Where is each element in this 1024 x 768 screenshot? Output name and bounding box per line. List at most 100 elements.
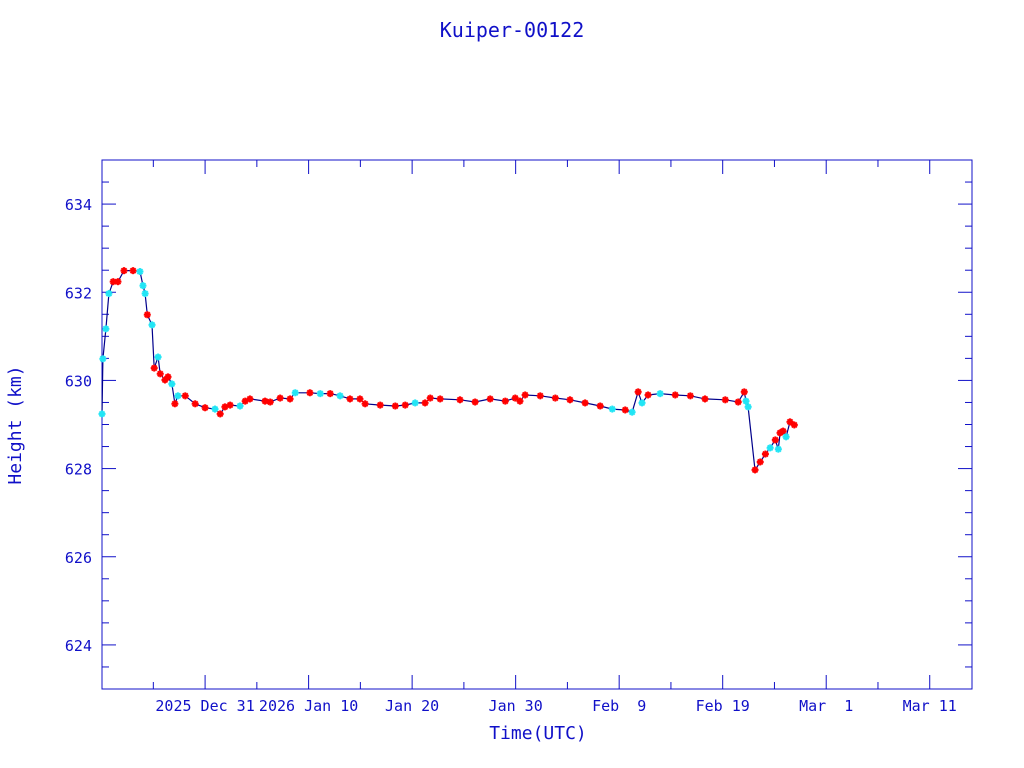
data-point <box>701 395 709 403</box>
data-point <box>141 290 149 298</box>
data-point <box>356 395 364 403</box>
data-point <box>628 408 636 416</box>
data-point <box>471 398 479 406</box>
data-point <box>143 311 151 319</box>
data-point <box>114 278 122 286</box>
data-point <box>456 396 464 404</box>
x-tick-label: 2026 Jan 10 <box>259 697 358 715</box>
data-point <box>221 403 229 411</box>
data-point <box>771 436 779 444</box>
data-point <box>782 433 790 441</box>
data-point <box>136 268 144 276</box>
x-tick-label: Feb 9 <box>592 697 646 715</box>
data-point <box>99 355 107 363</box>
data-point <box>790 421 798 429</box>
series <box>98 267 798 474</box>
x-tick-label: Feb 19 <box>696 697 750 715</box>
data-point <box>164 373 172 381</box>
data-point <box>501 397 509 405</box>
data-point <box>246 395 254 403</box>
data-point <box>181 392 189 400</box>
data-point <box>421 399 429 407</box>
data-point <box>756 458 764 466</box>
y-tick-label: 630 <box>65 372 92 390</box>
data-point <box>286 395 294 403</box>
data-point <box>566 396 574 404</box>
data-point <box>686 392 694 400</box>
data-point <box>761 450 769 458</box>
data-point <box>102 325 110 333</box>
data-point <box>346 395 354 403</box>
data-point <box>426 394 434 402</box>
data-point <box>671 391 679 399</box>
data-point <box>536 392 544 400</box>
data-point <box>516 397 524 405</box>
data-point <box>621 406 629 414</box>
data-point <box>306 389 314 397</box>
data-point <box>171 400 179 408</box>
data-point <box>326 390 334 398</box>
data-point <box>174 392 182 400</box>
data-point <box>644 391 652 399</box>
data-point <box>766 444 774 452</box>
x-tick-label: 2025 Dec 31 <box>155 697 254 715</box>
data-point <box>201 404 209 412</box>
data-point <box>581 399 589 407</box>
data-point <box>779 427 787 435</box>
data-point <box>634 388 642 396</box>
data-point <box>361 400 369 408</box>
data-point <box>276 394 284 402</box>
data-point <box>154 353 162 361</box>
data-point <box>139 282 147 290</box>
data-point <box>266 398 274 406</box>
data-point <box>150 364 158 372</box>
data-point <box>401 401 409 409</box>
data-point <box>168 380 176 388</box>
data-point <box>129 267 137 275</box>
data-point <box>336 392 344 400</box>
data-point <box>391 402 399 410</box>
data-point <box>751 466 759 474</box>
y-axis-label: Height (km) <box>5 365 26 484</box>
data-point <box>511 394 519 402</box>
x-tick-label: Jan 20 <box>385 697 439 715</box>
x-tick-label: Mar 1 <box>799 697 853 715</box>
y-tick-label: 628 <box>65 461 92 479</box>
data-point <box>734 398 742 406</box>
data-point <box>236 402 244 410</box>
y-tick-label: 632 <box>65 284 92 302</box>
data-point <box>486 395 494 403</box>
data-point <box>316 390 324 398</box>
y-tick-label: 624 <box>65 637 92 655</box>
data-point <box>638 399 646 407</box>
data-point <box>156 370 164 378</box>
data-point <box>656 390 664 398</box>
data-point <box>226 401 234 409</box>
data-point <box>191 400 199 408</box>
axes: 624 626 628 630 632 634 2025 Dec 31 2026 Jan 10… <box>65 160 972 715</box>
data-point <box>120 267 128 275</box>
y-tick-label: 626 <box>65 549 92 567</box>
x-axis-label: Time(UTC) <box>489 723 587 744</box>
y-tick-label: 634 <box>65 196 92 214</box>
data-point <box>608 405 616 413</box>
data-point <box>740 388 748 396</box>
x-tick-label: Mar 11 <box>903 697 957 715</box>
data-point <box>261 397 269 405</box>
data-point <box>596 402 604 410</box>
data-point <box>291 389 299 397</box>
data-point <box>148 321 156 329</box>
data-point <box>216 410 224 418</box>
data-point <box>721 396 729 404</box>
data-point <box>376 401 384 409</box>
data-point <box>774 445 782 453</box>
plot-frame <box>101 159 973 690</box>
data-point <box>436 395 444 403</box>
data-point <box>105 290 113 298</box>
data-point <box>411 399 419 407</box>
data-point <box>521 391 529 399</box>
data-point <box>211 405 219 413</box>
height-line <box>101 270 795 472</box>
data-point <box>98 410 106 418</box>
x-tick-label: Jan 30 <box>489 697 543 715</box>
